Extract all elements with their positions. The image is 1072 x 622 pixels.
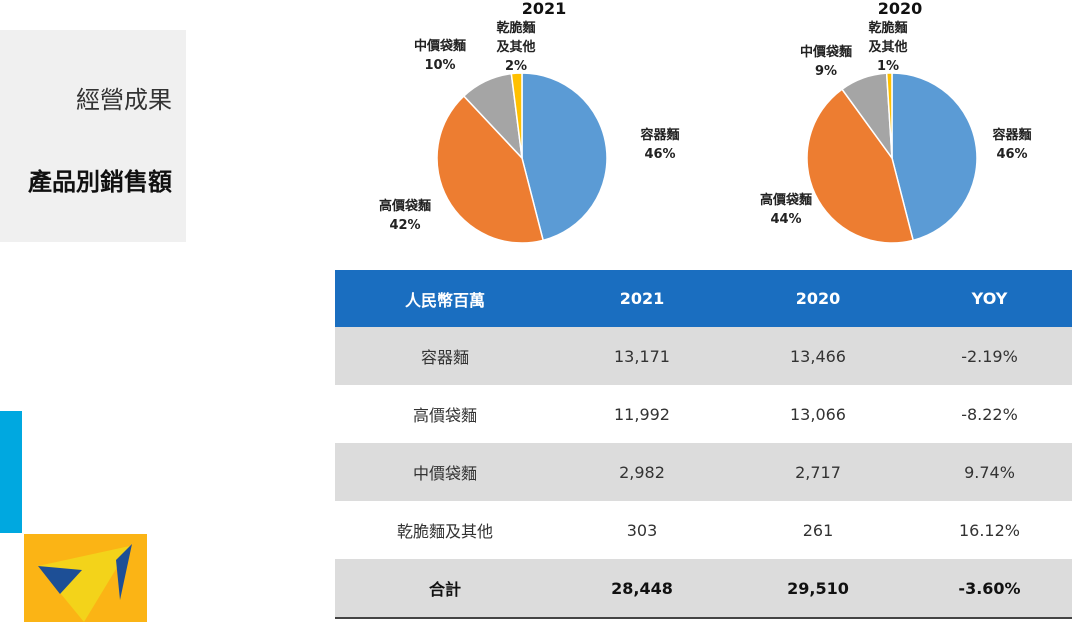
pie-label-snack-other: 乾脆麵及其他 2% [496,20,535,74]
table-row: 中價袋麵 2,982 2,717 9.74% [335,443,1072,501]
pie-slice-premium-pack [806,88,915,244]
header-yoy: YOY [907,270,1072,327]
table-total-row: 合計 28,448 29,510 -3.60% [335,559,1072,619]
section-title: 產品別銷售額 [28,168,172,196]
pie-slice-snack-other [510,72,523,159]
pie-label-container: 容器麵 46% [639,127,679,162]
row-2021: 11,992 [614,404,670,424]
row-2020: 29,510 [729,559,907,619]
pie-slice-container [521,72,608,242]
row-category: 乾脆麵及其他 [396,522,493,541]
table-row: 乾脆麵及其他 303 261 16.12% [335,501,1072,559]
table-header-row: 人民幣百萬 2021 2020 YOY [335,270,1072,327]
header-2020: 2020 [729,270,907,327]
pie-label-mid-pack: 中價袋麵 9% [800,44,852,79]
row-yoy: -8.22% [961,404,1018,424]
logo-mark-icon [38,544,132,622]
row-2021: 303 [626,520,658,540]
header-2021: 2021 [555,270,729,327]
table-row: 容器麵 13,171 13,466 -2.19% [335,327,1072,385]
row-category: 容器麵 [335,327,555,385]
pie-chart-2021: 2021 容器麵 46% 高價袋麵 42% 中價袋麵 10% 乾脆麵及其他 2% [379,0,680,244]
row-2020: 261 [802,520,834,540]
pie-label-premium-pack: 高價袋麵 44% [760,192,812,227]
pie-label-container: 容器麵 46% [991,127,1031,162]
row-yoy: 16.12% [958,520,1020,540]
pie-title: 2020 [878,0,923,18]
row-yoy: -2.19% [907,327,1072,385]
sales-table: 人民幣百萬 2021 2020 YOY 容器麵 13,171 13,466 -2… [335,270,1072,619]
accent-bar [0,411,22,533]
row-2021: 13,171 [555,327,729,385]
section-panel: 經營成果 產品別銷售額 [0,30,186,242]
pie-label-snack-other: 乾脆麵及其他 1% [868,20,907,74]
header-currency: 人民幣百萬 [335,270,555,327]
row-2020: 13,066 [790,404,846,424]
row-category: 高價袋麵 [412,406,477,425]
row-category: 合計 [335,559,555,619]
logo [24,534,147,622]
row-2020: 13,466 [729,327,907,385]
row-2021: 28,448 [555,559,729,619]
pie-slice-container [891,72,978,242]
section-label: 經營成果 [76,86,172,114]
row-yoy: 9.74% [907,443,1072,501]
pie-title: 2021 [522,0,567,18]
pie-slice-premium-pack [436,94,545,244]
row-2020: 2,717 [729,443,907,501]
pie-slice-snack-other [885,72,893,159]
row-2021: 2,982 [555,443,729,501]
pie-label-premium-pack: 高價袋麵 42% [379,198,431,233]
pie-label-mid-pack: 中價袋麵 10% [414,38,466,73]
row-yoy: -3.60% [907,559,1072,619]
table-row: 高價袋麵 11,992 13,066 -8.22% [335,385,1072,443]
pie-chart-2020: 2020 容器麵 46% 高價袋麵 44% 中價袋麵 9% 乾脆麵及其他 1% [760,0,1032,244]
row-category: 中價袋麵 [335,443,555,501]
